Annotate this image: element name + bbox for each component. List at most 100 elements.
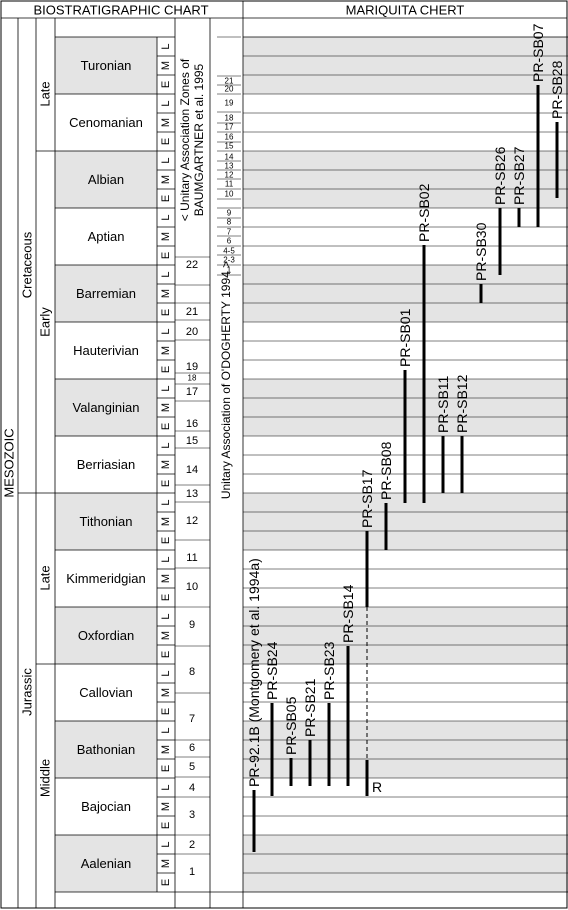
substage-label: E — [160, 708, 172, 715]
stage-shade — [55, 835, 157, 892]
epoch-label: Late — [38, 81, 53, 106]
stage-shade — [243, 265, 568, 322]
era-label: MESOZOIC — [2, 428, 17, 497]
odogherty-zone: 17 — [225, 123, 234, 132]
stage-label: Hauterivian — [73, 343, 139, 358]
odogherty-zone: 4-5 — [223, 247, 235, 256]
odogherty-zone: 10 — [225, 190, 234, 199]
substage-label: L — [160, 727, 172, 733]
range-note: R — [372, 779, 382, 795]
stage-shade — [243, 721, 568, 778]
baumgartner-zone: 9 — [189, 619, 195, 631]
stage-label: Aptian — [88, 229, 125, 244]
substage-label: M — [160, 745, 172, 754]
substage-label: E — [160, 765, 172, 772]
baumgartner-zone: 3 — [189, 809, 195, 821]
sample-label: PR-SB26 — [492, 146, 508, 205]
substage-label: M — [160, 118, 172, 127]
baumgartner-zone: 2 — [189, 839, 195, 851]
baumgartner-zone: 8 — [189, 666, 195, 678]
substage-label: L — [160, 43, 172, 49]
odogherty-zone: 9 — [227, 209, 232, 218]
sample-label: PR-SB01 — [397, 308, 413, 367]
header-right: MARIQUITA CHERT — [346, 3, 465, 18]
substage-label: E — [160, 366, 172, 373]
stage-shade — [55, 379, 157, 436]
odogherty-zone: 18 — [225, 114, 234, 123]
baumgartner-zone: 10 — [186, 581, 198, 593]
odogherty-zone: 20 — [225, 85, 234, 94]
stage-shade — [55, 607, 157, 664]
baumgartner-zone: 12 — [186, 515, 198, 527]
substage-label: E — [160, 195, 172, 202]
substage-label: E — [160, 309, 172, 316]
substage-label: M — [160, 859, 172, 868]
substage-label: L — [160, 442, 172, 448]
substage-label: E — [160, 822, 172, 829]
baumgartner-zone: 13 — [186, 488, 198, 500]
odogherty-zone: 2-3 — [223, 256, 235, 265]
substage-label: M — [160, 631, 172, 640]
substage-label: E — [160, 252, 172, 259]
stage-label: Barremian — [76, 286, 136, 301]
sample-label: PR-SB07 — [530, 23, 546, 82]
odogherty-zone: 14 — [225, 153, 234, 162]
odogherty-zone: 1 — [227, 266, 232, 275]
stage-shade — [243, 151, 568, 208]
baumgartner-zone: 21 — [186, 306, 198, 318]
odogherty-zone: 21 — [225, 77, 234, 86]
odogherty-zone: 13 — [225, 162, 234, 171]
substage-label: E — [160, 594, 172, 601]
substage-label: L — [160, 214, 172, 220]
stage-label: Kimmeridgian — [66, 571, 145, 586]
period-label: Cretaceous — [20, 231, 35, 298]
baumgartner-zone: 19 — [186, 361, 198, 373]
stage-label: Tithonian — [80, 514, 133, 529]
baumgartner-title: < Unitary Association Zones of — [178, 58, 192, 221]
substage-label: M — [160, 175, 172, 184]
stage-shade — [55, 265, 157, 322]
epoch-label: Early — [38, 307, 53, 337]
odogherty-zone: 15 — [225, 142, 234, 151]
baumgartner-zone: 7 — [189, 713, 195, 725]
epoch-label: Late — [38, 565, 53, 590]
stage-label: Valanginian — [73, 400, 140, 415]
sample-label: PR-SB02 — [416, 183, 432, 242]
substage-label: M — [160, 403, 172, 412]
odogherty-title: Unitary Association of O'DOGHERTY 1994 > — [219, 261, 233, 499]
odogherty-zone: 12 — [225, 171, 234, 180]
sample-label: PR-SB11 — [435, 375, 451, 433]
odogherty-zone: 19 — [225, 99, 234, 108]
sample-label: PR-SB21 — [302, 678, 318, 737]
odogherty-zone: 6 — [227, 237, 232, 246]
stage-label: Albian — [88, 172, 124, 187]
sample-label: PR-SB24 — [264, 641, 280, 700]
substage-label: M — [160, 61, 172, 70]
substage-label: M — [160, 574, 172, 583]
baumgartner-zone: 5 — [189, 761, 195, 773]
sample-label: PR-SB12 — [454, 374, 470, 433]
substage-label: L — [160, 556, 172, 562]
stage-shade — [55, 151, 157, 208]
substage-label: E — [160, 480, 172, 487]
stage-shade — [243, 835, 568, 892]
substage-label: M — [160, 289, 172, 298]
header-left: BIOSTRATIGRAPHIC CHART — [33, 3, 208, 18]
substage-label: L — [160, 499, 172, 505]
substage-label: L — [160, 100, 172, 106]
baumgartner-zone: 16 — [186, 418, 198, 430]
stage-label: Bathonian — [77, 742, 136, 757]
period-label: Jurassic — [20, 668, 35, 716]
substage-label: M — [160, 460, 172, 469]
substage-label: L — [160, 670, 172, 676]
substage-label: L — [160, 385, 172, 391]
substage-label: E — [160, 651, 172, 658]
stage-label: Callovian — [79, 685, 132, 700]
sample-label: PR-SB30 — [473, 222, 489, 281]
baumgartner-zone: 11 — [186, 552, 197, 564]
substage-label: E — [160, 423, 172, 430]
substage-label: M — [160, 688, 172, 697]
stage-shade — [243, 607, 568, 664]
baumgartner-zone: 22 — [186, 259, 198, 271]
